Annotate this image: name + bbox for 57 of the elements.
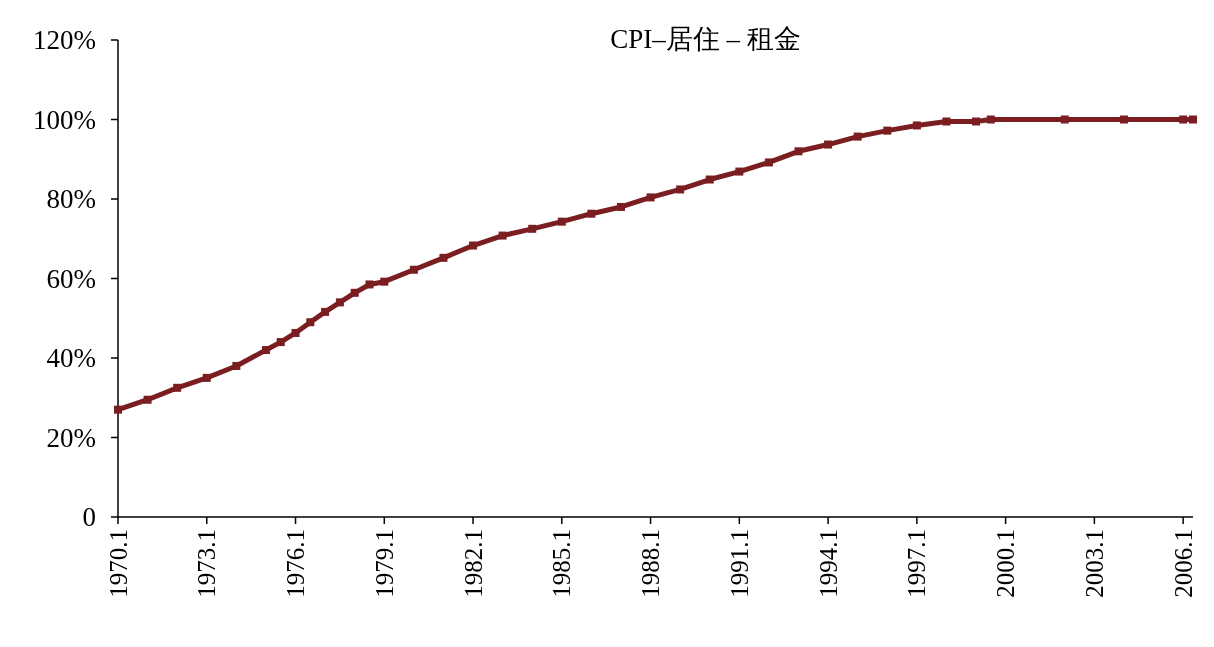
point	[1189, 115, 1197, 124]
point	[439, 253, 448, 262]
point	[912, 121, 921, 130]
point	[853, 132, 862, 141]
point	[646, 193, 655, 202]
x-tick-label: 2006.1	[1169, 529, 1197, 598]
x-tick-label: 1970.1	[104, 529, 132, 598]
point	[972, 117, 981, 126]
point	[469, 241, 478, 250]
point	[143, 395, 152, 404]
point	[232, 361, 241, 370]
point	[276, 338, 285, 347]
point	[498, 231, 507, 240]
x-tick-label: 1991.1	[725, 529, 753, 598]
y-tick-label: 40%	[46, 343, 96, 373]
y-tick-label: 0	[82, 502, 96, 532]
point	[735, 167, 744, 176]
point	[676, 185, 685, 194]
y-tick-label: 120%	[33, 25, 96, 55]
point	[173, 383, 182, 392]
point	[365, 280, 374, 289]
chart-title: CPI–居住 – 租金	[610, 24, 801, 54]
x-tick-label: 2000.1	[992, 529, 1020, 598]
point	[380, 277, 389, 286]
x-tick-label: 1988.1	[637, 529, 665, 598]
point	[942, 117, 951, 126]
x-tick-label: 1997.1	[903, 529, 931, 598]
point	[261, 346, 270, 355]
point	[528, 224, 537, 233]
x-tick-label: 1994.1	[814, 529, 842, 598]
y-tick-label: 100%	[33, 104, 96, 135]
point	[409, 265, 418, 274]
x-tick-label: 1976.1	[282, 529, 310, 598]
point	[587, 209, 596, 218]
x-tick-label: 1979.1	[370, 529, 398, 598]
point	[764, 158, 773, 167]
point	[557, 217, 566, 226]
point	[616, 202, 625, 211]
point	[306, 318, 315, 327]
point	[794, 147, 803, 156]
y-tick-label: 60%	[46, 263, 96, 294]
x-tick-label: 1985.1	[548, 529, 576, 598]
point	[202, 373, 211, 382]
x-tick-label: 1973.1	[193, 529, 221, 598]
y-tick-label: 80%	[46, 184, 96, 214]
point	[883, 126, 892, 135]
point	[335, 298, 344, 307]
point	[986, 115, 995, 124]
point	[350, 288, 359, 297]
y-tick-label: 20%	[46, 422, 96, 453]
point	[824, 140, 833, 149]
x-tick-label: 1982.1	[459, 529, 487, 598]
point	[291, 328, 300, 337]
point	[705, 175, 714, 184]
x-tick-label: 2003.1	[1080, 529, 1108, 598]
point	[321, 307, 330, 316]
point	[114, 405, 122, 414]
